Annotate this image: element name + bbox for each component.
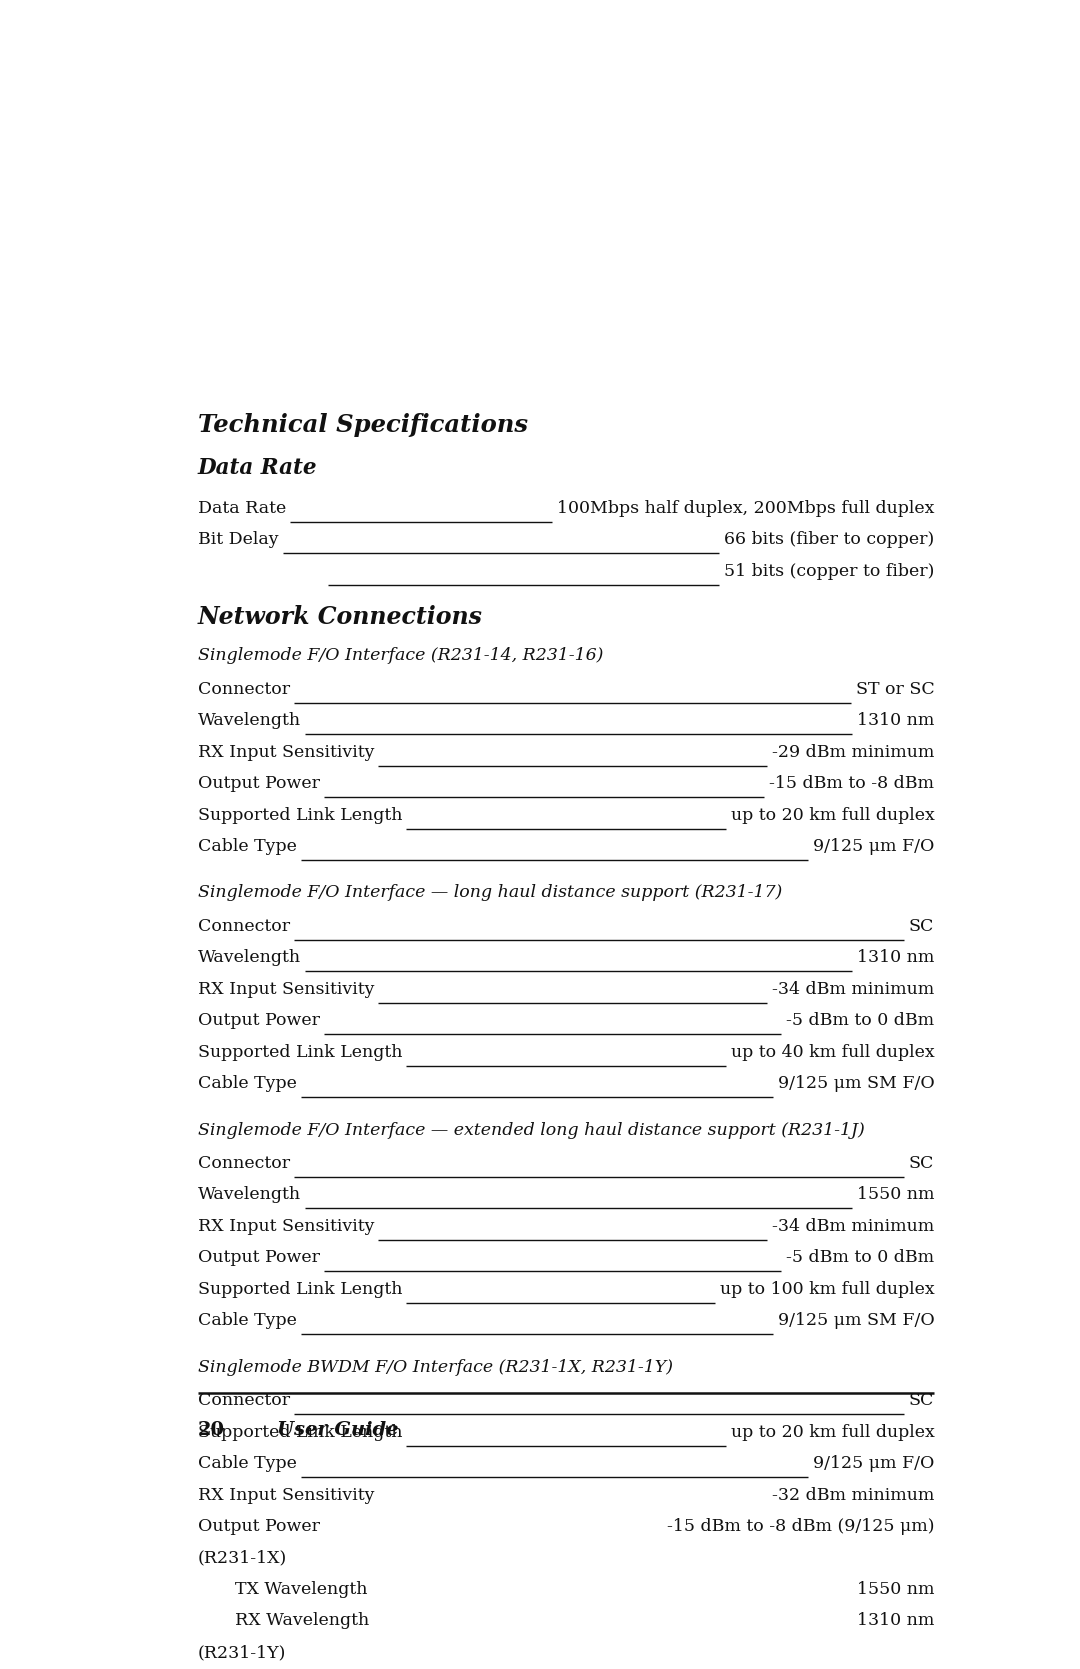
Text: Cable Type: Cable Type: [198, 838, 297, 855]
Text: (R231-1Y): (R231-1Y): [198, 1644, 286, 1661]
Text: Technical Specifications: Technical Specifications: [198, 412, 528, 437]
Text: 66 bits (fiber to copper): 66 bits (fiber to copper): [724, 531, 934, 547]
Text: -34 dBm minimum: -34 dBm minimum: [772, 1218, 934, 1235]
Text: Output Power: Output Power: [198, 774, 320, 793]
Text: Network Connections: Network Connections: [198, 606, 483, 629]
Text: 1550 nm: 1550 nm: [856, 1187, 934, 1203]
Text: Data Rate: Data Rate: [198, 457, 318, 479]
Text: 51 bits (copper to fiber): 51 bits (copper to fiber): [724, 562, 934, 579]
Text: Singlemode F/O Interface (R231-14, R231-16): Singlemode F/O Interface (R231-14, R231-…: [198, 648, 603, 664]
Text: up to 100 km full duplex: up to 100 km full duplex: [719, 1280, 934, 1298]
Text: RX Wavelength: RX Wavelength: [235, 1612, 369, 1629]
Text: Wavelength: Wavelength: [198, 950, 301, 966]
Text: User Guide: User Guide: [278, 1422, 399, 1439]
Text: Supported Link Length: Supported Link Length: [198, 1280, 402, 1298]
Text: Data Rate: Data Rate: [198, 499, 286, 517]
Text: RX Input Sensitivity: RX Input Sensitivity: [198, 1218, 375, 1235]
Text: Connector: Connector: [198, 918, 289, 935]
Text: RX Input Sensitivity: RX Input Sensitivity: [198, 744, 375, 761]
Text: (R231-1X): (R231-1X): [198, 1549, 287, 1567]
Text: Cable Type: Cable Type: [198, 1312, 297, 1330]
Text: up to 20 km full duplex: up to 20 km full duplex: [730, 806, 934, 824]
Text: RX Input Sensitivity: RX Input Sensitivity: [198, 1487, 375, 1504]
Text: -29 dBm minimum: -29 dBm minimum: [772, 744, 934, 761]
Text: -15 dBm to -8 dBm (9/125 μm): -15 dBm to -8 dBm (9/125 μm): [666, 1519, 934, 1535]
Text: Bit Delay: Bit Delay: [198, 531, 279, 547]
Text: -5 dBm to 0 dBm: -5 dBm to 0 dBm: [786, 1250, 934, 1267]
Text: Singlemode F/O Interface — long haul distance support (R231-17): Singlemode F/O Interface — long haul dis…: [198, 885, 782, 901]
Text: 1310 nm: 1310 nm: [856, 713, 934, 729]
Text: 9/125 μm SM F/O: 9/125 μm SM F/O: [778, 1312, 934, 1330]
Text: 9/125 μm SM F/O: 9/125 μm SM F/O: [778, 1075, 934, 1092]
Text: -15 dBm to -8 dBm: -15 dBm to -8 dBm: [769, 774, 934, 793]
Text: 1310 nm: 1310 nm: [856, 1612, 934, 1629]
Text: -32 dBm minimum: -32 dBm minimum: [772, 1487, 934, 1504]
Text: Wavelength: Wavelength: [198, 713, 301, 729]
Text: Singlemode BWDM F/O Interface (R231-1X, R231-1Y): Singlemode BWDM F/O Interface (R231-1X, …: [198, 1359, 673, 1375]
Text: SC: SC: [909, 1392, 934, 1409]
Text: up to 20 km full duplex: up to 20 km full duplex: [730, 1424, 934, 1440]
Text: -34 dBm minimum: -34 dBm minimum: [772, 981, 934, 998]
Text: Connector: Connector: [198, 1155, 289, 1172]
Text: TX Wavelength: TX Wavelength: [235, 1581, 368, 1597]
Text: Output Power: Output Power: [198, 1519, 320, 1535]
Text: Output Power: Output Power: [198, 1250, 320, 1267]
Text: up to 40 km full duplex: up to 40 km full duplex: [731, 1043, 934, 1061]
Text: SC: SC: [909, 918, 934, 935]
Text: -5 dBm to 0 dBm: -5 dBm to 0 dBm: [786, 1013, 934, 1030]
Text: Connector: Connector: [198, 1392, 289, 1409]
Text: 9/125 μm F/O: 9/125 μm F/O: [813, 1455, 934, 1472]
Text: 9/125 μm F/O: 9/125 μm F/O: [813, 838, 934, 855]
Text: Supported Link Length: Supported Link Length: [198, 1424, 402, 1440]
Text: 100Mbps half duplex, 200Mbps full duplex: 100Mbps half duplex, 200Mbps full duplex: [557, 499, 934, 517]
Text: Cable Type: Cable Type: [198, 1455, 297, 1472]
Text: Singlemode F/O Interface — extended long haul distance support (R231-1J): Singlemode F/O Interface — extended long…: [198, 1122, 864, 1138]
Text: SC: SC: [909, 1155, 934, 1172]
Text: Cable Type: Cable Type: [198, 1075, 297, 1092]
Text: Connector: Connector: [198, 681, 289, 698]
Text: 1310 nm: 1310 nm: [856, 950, 934, 966]
Text: Supported Link Length: Supported Link Length: [198, 1043, 402, 1061]
Text: 1550 nm: 1550 nm: [856, 1581, 934, 1597]
Text: ST or SC: ST or SC: [855, 681, 934, 698]
Text: Output Power: Output Power: [198, 1013, 320, 1030]
Text: 20: 20: [198, 1422, 225, 1439]
Text: Wavelength: Wavelength: [198, 1187, 301, 1203]
Text: RX Input Sensitivity: RX Input Sensitivity: [198, 981, 375, 998]
Text: Supported Link Length: Supported Link Length: [198, 806, 402, 824]
